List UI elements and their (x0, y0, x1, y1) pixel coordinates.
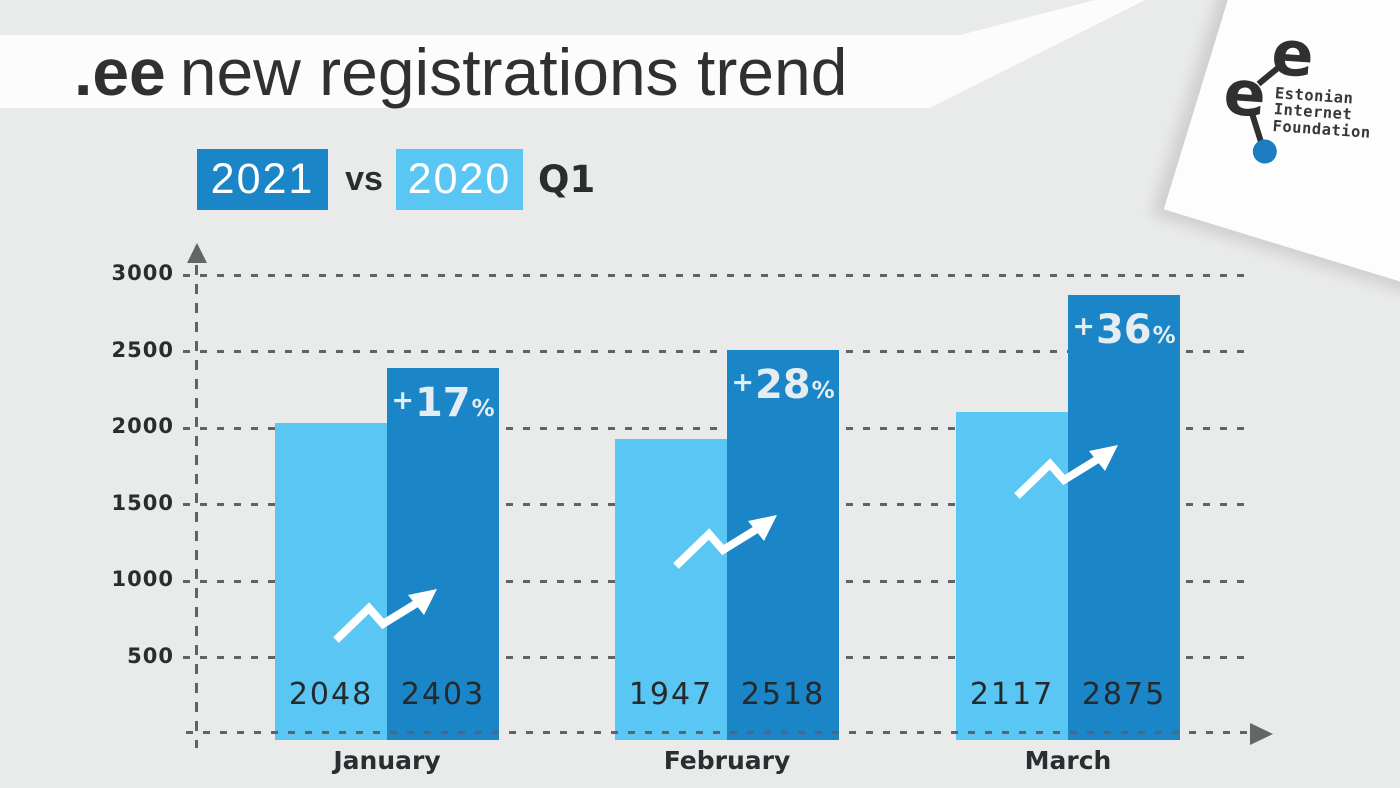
growth-arrow-icon-march (1012, 444, 1124, 504)
y-tick-label-3000: 3000 (111, 261, 174, 285)
page-title: .ee new registrations trend (74, 34, 848, 109)
y-tick-label-2000: 2000 (111, 414, 174, 438)
bar-2021-february (727, 350, 839, 740)
x-axis-arrowhead-icon (1250, 723, 1273, 745)
y-tick-label-1500: 1500 (111, 490, 174, 515)
logo-letter-e-bottom: e (1221, 56, 1268, 132)
pct-number: 28 (754, 362, 811, 409)
plus-sign: + (391, 384, 414, 416)
bar-value-2021-february: 2518 (740, 677, 826, 712)
page-title-domain: .ee (74, 34, 166, 109)
title-banner-shape (0, 35, 960, 108)
gridline-2000 (183, 426, 1245, 430)
x-category-label-march: March (1024, 746, 1112, 775)
pct-number: 17 (414, 380, 471, 426)
logo-org-line-2: Internet (1273, 100, 1353, 123)
legend-quarter-label: Q1 (538, 158, 596, 201)
plus-sign: + (1072, 311, 1095, 343)
y-axis-arrowhead-icon (187, 243, 207, 263)
y-tick-label-1000: 1000 (111, 567, 174, 591)
percent-sign: % (1152, 322, 1176, 349)
logo-letter-e-top: e (1269, 16, 1316, 92)
x-axis-line (186, 731, 1248, 734)
legend-year-2020: 2020 (396, 149, 523, 210)
bar-value-2020-january: 2048 (288, 677, 374, 712)
plus-sign: + (731, 366, 754, 398)
gridline-2500 (183, 350, 1245, 353)
y-tick-label-2500: 2500 (111, 337, 174, 362)
y-tick-label-500: 500 (127, 643, 174, 668)
percent-sign: % (471, 396, 495, 422)
y-axis-line (195, 246, 198, 748)
bar-value-2021-january: 2403 (400, 677, 486, 712)
pct-change-label-january: +17% (391, 380, 494, 426)
bar-2021-january (387, 368, 499, 740)
legend-vs-label: vs (345, 160, 383, 198)
diagonal-streak-shape (930, 0, 1145, 108)
bar-value-2021-march: 2875 (1081, 677, 1167, 712)
bar-2020-january (275, 422, 387, 740)
logo-org-line-1: Estonian (1274, 84, 1354, 107)
logo-blue-dot (1252, 139, 1277, 164)
x-category-label-february: February (663, 746, 791, 775)
estonian-internet-foundation-logo: e e Estonian Internet Foundation (1221, 16, 1371, 164)
bar-value-2020-february: 1947 (628, 677, 714, 712)
logo-org-line-3: Foundation (1272, 117, 1371, 142)
logo-connector-line (1256, 64, 1281, 87)
growth-arrow-icon-february (671, 514, 783, 574)
gridline-3000 (183, 273, 1245, 277)
bar-2021-march (1068, 294, 1180, 740)
growth-arrow-icon-january (331, 588, 443, 648)
bar-2020-february (615, 438, 727, 740)
legend-year-2021: 2021 (197, 149, 328, 210)
bar-value-2020-march: 2117 (969, 677, 1055, 712)
pct-change-label-march: +36% (1072, 307, 1175, 353)
percent-sign: % (811, 378, 835, 405)
x-category-label-january: January (333, 746, 441, 775)
page-title-text: new registrations trend (179, 34, 848, 109)
pct-number: 36 (1095, 306, 1152, 353)
pct-change-label-february: +28% (731, 362, 834, 408)
